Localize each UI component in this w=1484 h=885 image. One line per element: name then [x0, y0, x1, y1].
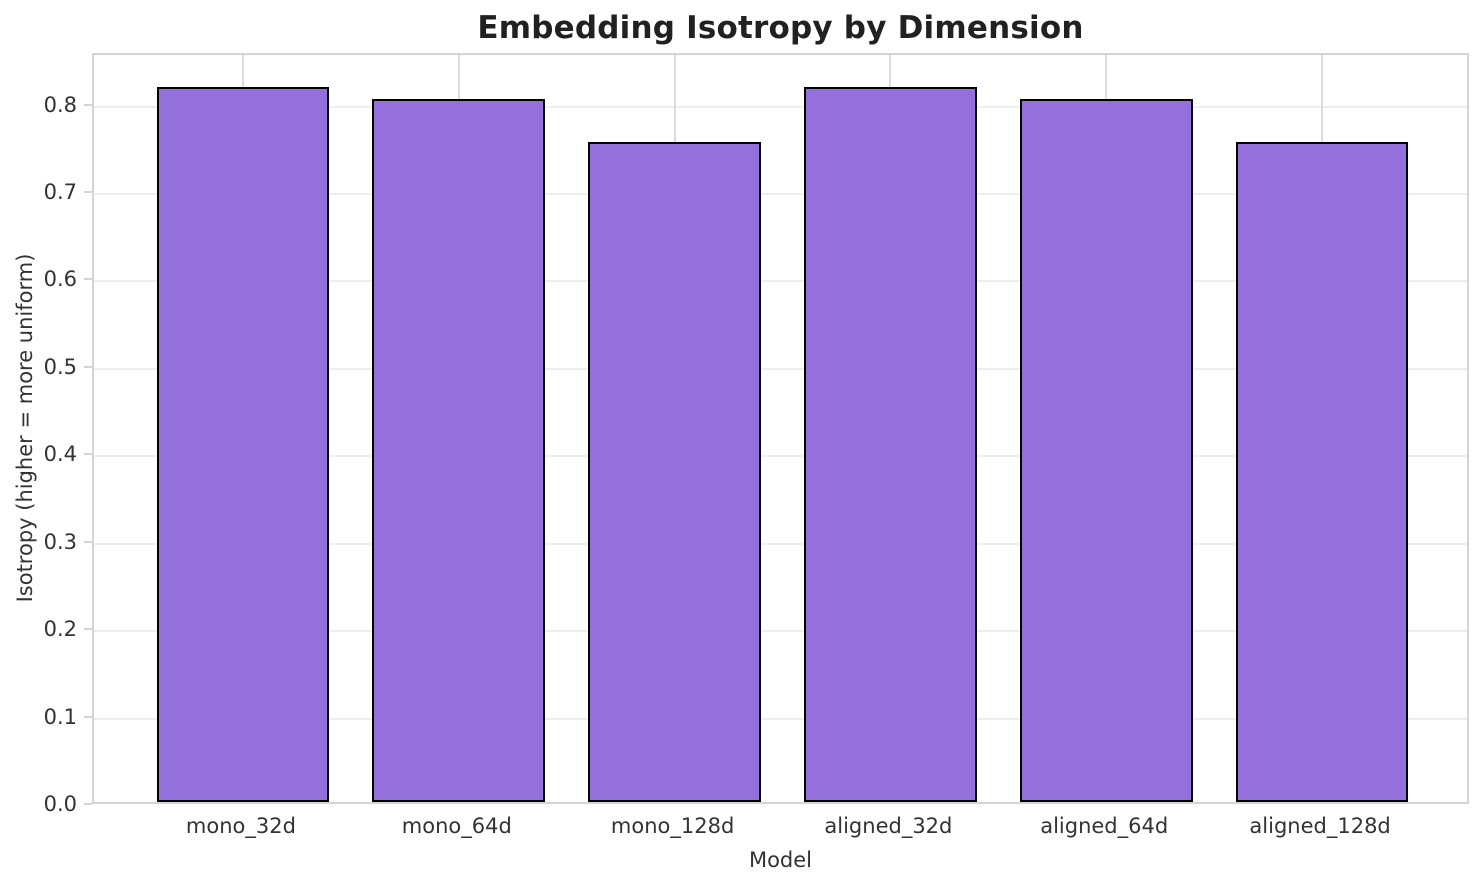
- x-tick-label-aligned_64d: aligned_64d: [1040, 814, 1169, 838]
- y-tick-mark: [84, 715, 92, 718]
- y-tick-mark: [84, 540, 92, 543]
- bar-aligned_64d: [1019, 99, 1193, 802]
- y-tick-mark: [84, 628, 92, 631]
- gridline-horizontal: [94, 717, 1467, 720]
- y-tick-label: 0.1: [43, 704, 77, 729]
- y-tick-mark: [84, 365, 92, 368]
- x-tick-label-mono_32d: mono_32d: [185, 814, 296, 838]
- x-tick-label-mono_128d: mono_128d: [610, 814, 735, 838]
- bar-mono_32d: [156, 86, 330, 802]
- x-tick-label-aligned_128d: aligned_128d: [1249, 814, 1391, 838]
- y-tick-label: 0.8: [43, 92, 77, 117]
- bar-aligned_128d: [1235, 141, 1409, 802]
- y-tick-label: 0.2: [43, 617, 77, 642]
- y-tick-label: 0.7: [43, 180, 77, 204]
- y-tick-label: 0.0: [43, 792, 77, 816]
- plot-area: [92, 53, 1469, 804]
- x-axis-label: Model: [748, 848, 813, 872]
- x-tick-label-aligned_32d: aligned_32d: [824, 814, 953, 838]
- bar-mono_128d: [588, 141, 761, 802]
- gridline-horizontal: [94, 542, 1467, 545]
- bar-mono_64d: [372, 99, 546, 802]
- y-tick-mark: [84, 803, 92, 805]
- y-tick-mark: [84, 453, 92, 456]
- gridline-horizontal: [94, 280, 1467, 283]
- y-tick-label: 0.6: [43, 267, 77, 292]
- y-tick-label: 0.4: [43, 442, 77, 467]
- gridline-horizontal: [94, 105, 1467, 108]
- y-tick-label: 0.5: [43, 354, 77, 379]
- y-tick-label: 0.3: [43, 529, 77, 554]
- chart-title: Embedding Isotropy by Dimension: [477, 10, 1084, 46]
- gridline-horizontal: [94, 630, 1467, 633]
- gridline-horizontal: [94, 455, 1467, 458]
- x-tick-label-mono_64d: mono_64d: [401, 814, 512, 838]
- y-tick-mark: [84, 103, 92, 106]
- gridline-horizontal: [94, 367, 1467, 370]
- y-tick-mark: [84, 278, 92, 281]
- y-tick-mark: [84, 191, 92, 193]
- bar-aligned_32d: [804, 86, 977, 802]
- gridline-horizontal: [94, 193, 1467, 195]
